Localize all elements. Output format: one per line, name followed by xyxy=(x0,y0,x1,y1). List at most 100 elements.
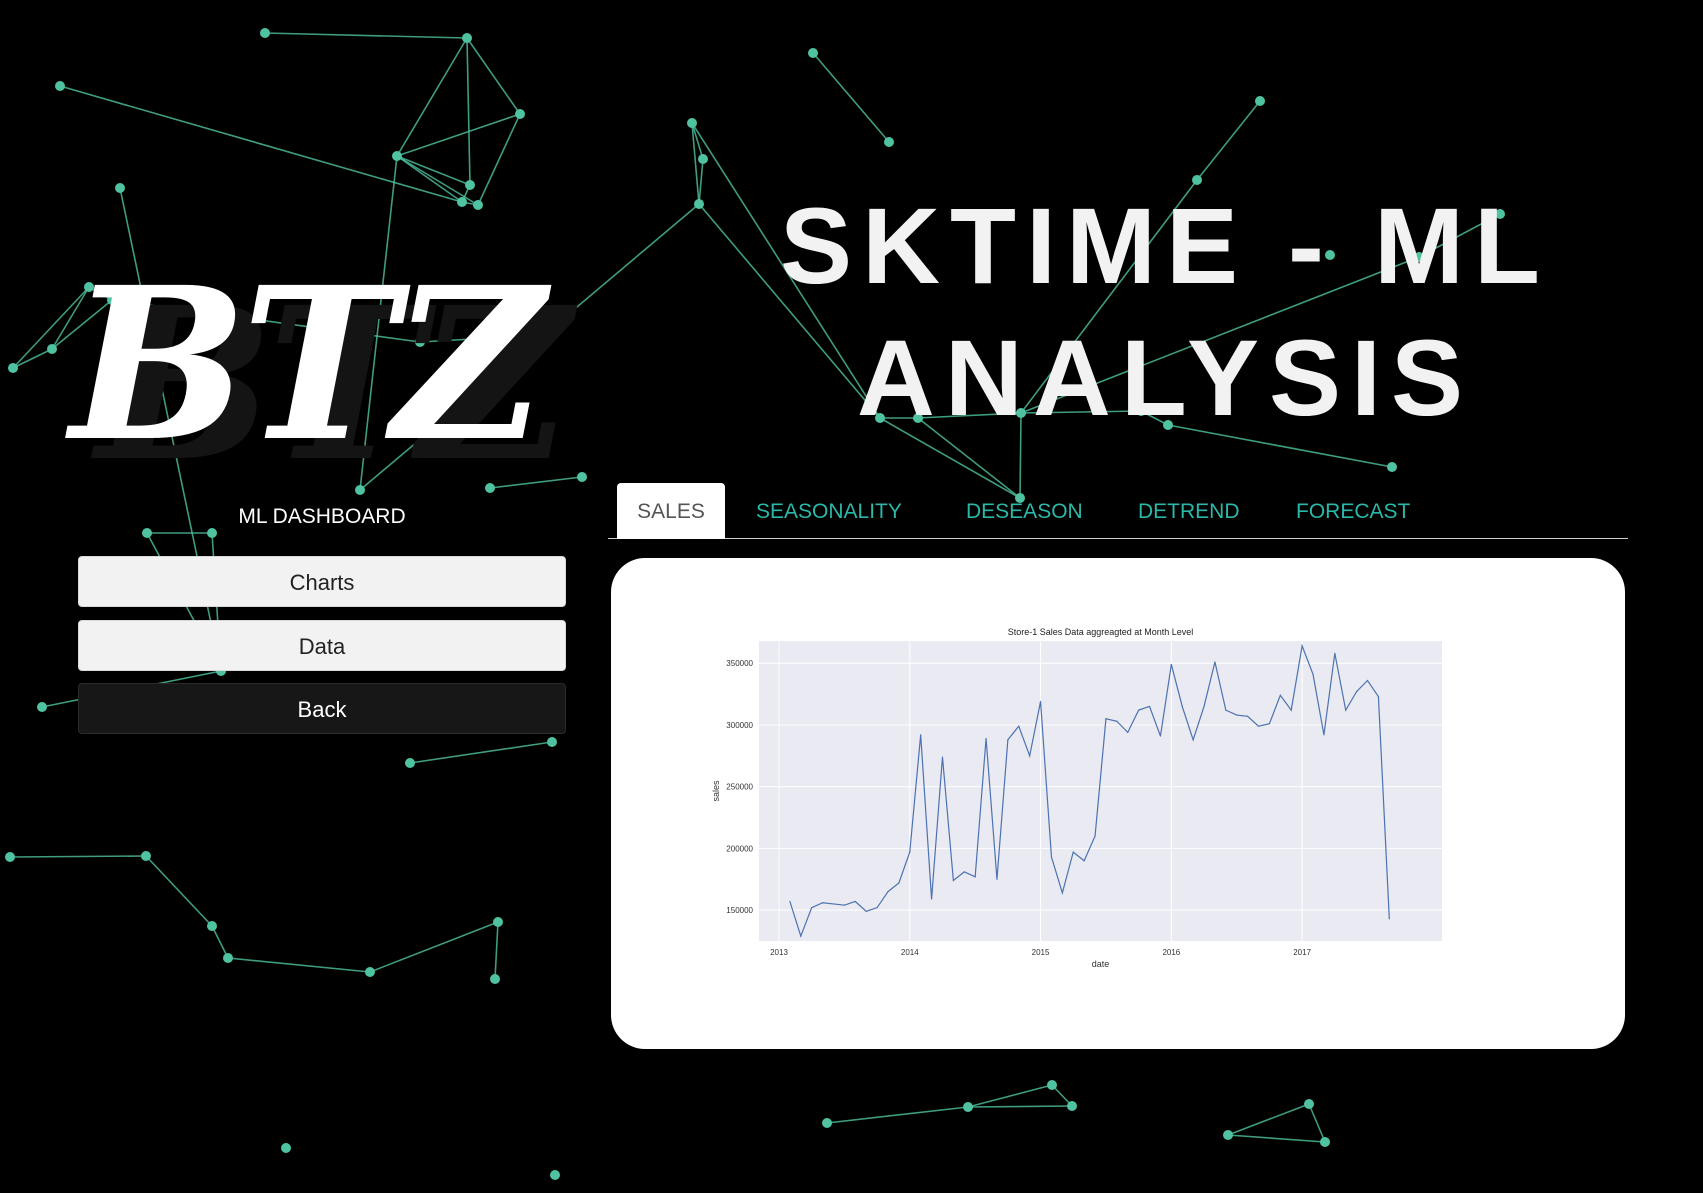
network-node xyxy=(515,109,525,119)
network-edge xyxy=(12,286,90,369)
network-node xyxy=(698,154,708,164)
network-edge xyxy=(211,925,229,959)
y-tick-label: 250000 xyxy=(726,783,753,792)
data-point xyxy=(1007,739,1009,741)
network-node xyxy=(37,702,47,712)
network-edge xyxy=(1019,412,1022,499)
data-point xyxy=(1323,734,1325,736)
network-edge xyxy=(1020,410,1142,414)
network-edge xyxy=(967,1084,1053,1108)
tab-forecast[interactable]: FORECAST xyxy=(1296,500,1411,523)
network-node xyxy=(1075,385,1085,395)
network-edge xyxy=(12,348,53,369)
data-point xyxy=(930,898,933,900)
network-edge xyxy=(1227,1103,1310,1136)
network-node xyxy=(365,967,375,977)
dashboard-label: ML DASHBOARD xyxy=(238,505,406,528)
back-button[interactable]: Back xyxy=(78,683,566,734)
data-point xyxy=(1236,714,1238,716)
data-point xyxy=(1159,735,1162,737)
data-point xyxy=(996,878,998,880)
data-point xyxy=(1203,705,1205,708)
network-node xyxy=(577,472,587,482)
data-point xyxy=(1072,851,1074,853)
network-node xyxy=(550,1170,560,1180)
tab-seasonality[interactable]: SEASONALITY xyxy=(756,500,902,523)
data-point xyxy=(1170,663,1172,666)
network-edge xyxy=(1308,1103,1326,1143)
network-edge xyxy=(466,37,471,186)
data-point xyxy=(1029,755,1031,757)
network-node xyxy=(1223,1130,1233,1140)
network-node xyxy=(1163,420,1173,430)
data-point xyxy=(1290,709,1292,711)
network-edge xyxy=(227,957,371,973)
network-edge xyxy=(111,299,421,343)
charts-button[interactable]: Charts xyxy=(78,556,566,607)
network-node xyxy=(415,337,425,347)
network-node xyxy=(462,33,472,43)
tab-sales[interactable]: SALES xyxy=(617,483,725,539)
network-edge xyxy=(359,203,700,491)
data-point xyxy=(1094,835,1096,837)
network-edge xyxy=(1418,213,1501,258)
network-node xyxy=(1325,250,1335,260)
network-node xyxy=(207,528,217,538)
data-point xyxy=(1225,709,1227,711)
network-node xyxy=(1414,252,1424,262)
network-edge xyxy=(409,741,553,764)
x-tick-label: 2016 xyxy=(1162,948,1180,957)
page-title: SKTIME - ML ANALYSIS xyxy=(660,180,1670,444)
network-edge xyxy=(9,855,147,858)
data-point xyxy=(811,907,813,909)
network-node xyxy=(142,528,152,538)
network-node xyxy=(84,282,94,292)
network-node xyxy=(405,758,415,768)
network-edge xyxy=(1227,1134,1326,1143)
data-point xyxy=(1116,720,1118,722)
btz-logo: BTZ BTZ xyxy=(70,241,571,508)
data-point xyxy=(821,902,824,904)
tab-detrend[interactable]: DETREND xyxy=(1138,500,1240,523)
network-edge xyxy=(879,417,1021,499)
network-node xyxy=(355,485,365,495)
data-point xyxy=(1127,731,1129,733)
tab-deseason[interactable]: DESEASON xyxy=(966,500,1083,523)
network-node xyxy=(1047,1080,1057,1090)
network-node xyxy=(1015,493,1025,503)
data-button[interactable]: Data xyxy=(78,620,566,671)
network-node xyxy=(392,151,402,161)
data-point xyxy=(1356,691,1358,693)
data-point xyxy=(952,879,954,882)
network-edge xyxy=(264,32,468,39)
network-node xyxy=(281,1143,291,1153)
network-node xyxy=(547,737,557,747)
network-edge xyxy=(59,85,463,203)
data-point xyxy=(1083,860,1085,862)
data-point xyxy=(1268,723,1271,725)
network-node xyxy=(223,953,233,963)
network-node xyxy=(5,852,15,862)
network-edge xyxy=(466,37,521,115)
y-axis-label: sales xyxy=(711,780,721,802)
title-line-1: SKTIME - ML xyxy=(780,185,1550,306)
network-node xyxy=(465,180,475,190)
sales-series-line xyxy=(789,643,1390,938)
y-tick-label: 150000 xyxy=(726,906,753,915)
data-point xyxy=(1345,709,1347,711)
network-node xyxy=(1304,1099,1314,1109)
title-line-2: ANALYSIS xyxy=(856,317,1474,438)
network-node xyxy=(1320,1137,1330,1147)
network-edge xyxy=(51,286,90,350)
network-edge xyxy=(917,412,1022,419)
network-edge xyxy=(967,1105,1073,1108)
network-edge xyxy=(396,37,468,157)
network-node xyxy=(1255,96,1265,106)
network-edge xyxy=(51,299,113,350)
network-edge xyxy=(419,334,543,343)
network-node xyxy=(963,1102,973,1112)
tab-bar: SALES SEASONALITY DESEASON DETREND FOREC… xyxy=(608,483,1628,539)
network-edge xyxy=(1020,179,1198,414)
data-point xyxy=(963,871,965,873)
network-node xyxy=(55,81,65,91)
